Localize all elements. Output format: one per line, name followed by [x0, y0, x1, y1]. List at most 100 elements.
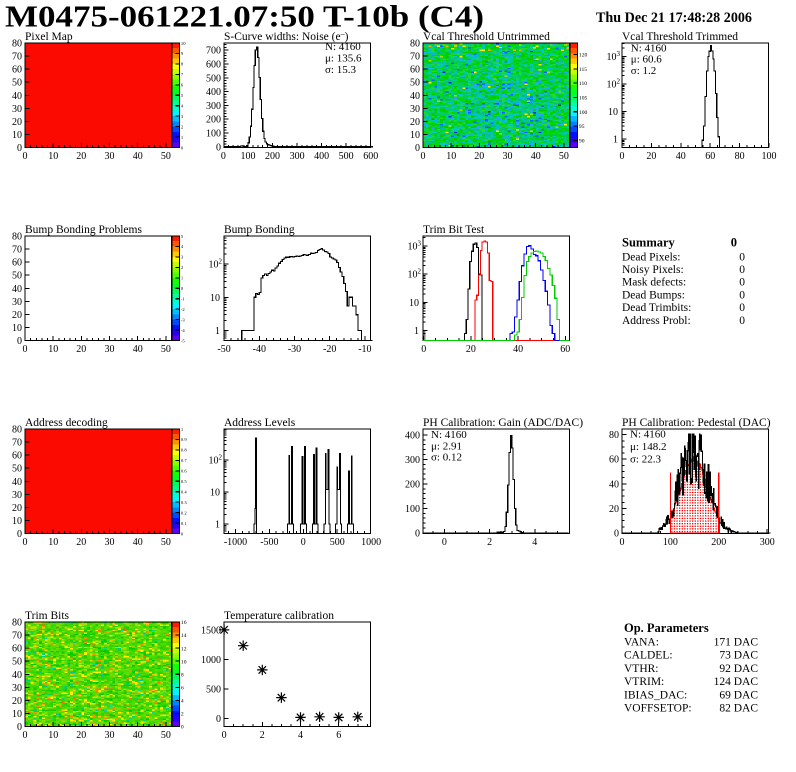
- svg-text:10: 10: [409, 298, 419, 309]
- svg-text:8: 8: [181, 672, 184, 678]
- svg-text:92 DAC: 92 DAC: [719, 663, 758, 675]
- svg-text:0: 0: [731, 236, 737, 250]
- svg-text:0: 0: [620, 537, 625, 548]
- svg-text:60: 60: [12, 65, 22, 76]
- svg-text:2: 2: [181, 124, 184, 129]
- svg-text:10: 10: [210, 488, 220, 499]
- svg-text:0: 0: [421, 151, 426, 162]
- svg-text:50: 50: [161, 344, 171, 355]
- svg-text:IBIAS_DAC:: IBIAS_DAC:: [624, 689, 687, 701]
- svg-text:0: 0: [739, 289, 745, 301]
- svg-text:110: 110: [579, 81, 587, 87]
- svg-text:50: 50: [12, 464, 22, 475]
- svg-text:σ: 22.3: σ: 22.3: [630, 453, 661, 465]
- svg-text:50: 50: [161, 730, 171, 741]
- svg-text:200: 200: [265, 151, 280, 162]
- svg-text:10: 10: [210, 293, 220, 304]
- svg-text:-500: -500: [260, 537, 278, 548]
- svg-text:0: 0: [23, 730, 28, 741]
- svg-text:30: 30: [12, 490, 22, 501]
- svg-text:6: 6: [336, 730, 341, 741]
- svg-text:40: 40: [609, 479, 619, 490]
- svg-text:60: 60: [705, 151, 715, 162]
- svg-text:μ: 135.6: μ: 135.6: [325, 53, 362, 65]
- svg-text:7: 7: [181, 72, 184, 77]
- svg-text:μ: 148.2: μ: 148.2: [630, 441, 666, 453]
- svg-text:400: 400: [405, 430, 420, 441]
- svg-text:80: 80: [12, 232, 22, 243]
- svg-text:40: 40: [12, 477, 22, 488]
- svg-text:0: 0: [181, 145, 184, 150]
- svg-text:μ: 2.91: μ: 2.91: [431, 440, 462, 452]
- svg-text:100: 100: [762, 151, 777, 162]
- svg-text:Op. Parameters: Op. Parameters: [624, 621, 709, 635]
- svg-text:20: 20: [466, 344, 476, 355]
- svg-text:5: 5: [181, 93, 184, 98]
- svg-text:8: 8: [181, 62, 184, 67]
- svg-text:300: 300: [760, 537, 775, 548]
- svg-text:VTHR:: VTHR:: [624, 663, 659, 675]
- svg-text:1000: 1000: [361, 537, 381, 548]
- svg-text:0: 0: [17, 529, 22, 540]
- svg-text:20: 20: [609, 504, 619, 515]
- svg-text:60: 60: [12, 451, 22, 462]
- svg-text:10: 10: [12, 516, 22, 527]
- svg-text:500: 500: [339, 151, 354, 162]
- svg-text:300: 300: [290, 151, 305, 162]
- svg-text:0: 0: [216, 714, 221, 725]
- svg-text:N: 4160: N: 4160: [325, 41, 361, 53]
- svg-text:20: 20: [76, 344, 86, 355]
- svg-text:1: 1: [414, 326, 419, 337]
- svg-text:30: 30: [503, 151, 513, 162]
- svg-text:16: 16: [181, 620, 187, 626]
- svg-text:0.6: 0.6: [181, 469, 187, 474]
- svg-text:20: 20: [12, 310, 22, 321]
- svg-text:40: 40: [12, 670, 22, 681]
- svg-text:0.4: 0.4: [181, 489, 187, 494]
- svg-text:VANA:: VANA:: [624, 637, 659, 649]
- svg-text:N: 4160: N: 4160: [630, 429, 666, 441]
- svg-text:6: 6: [181, 685, 184, 691]
- svg-text:Temperature calibration: Temperature calibration: [224, 610, 334, 622]
- svg-text:20: 20: [474, 151, 484, 162]
- svg-text:171 DAC: 171 DAC: [714, 637, 759, 649]
- svg-text:40: 40: [513, 344, 523, 355]
- svg-text:200: 200: [206, 115, 221, 126]
- svg-text:20: 20: [76, 730, 86, 741]
- svg-text:Address Probl:: Address Probl:: [622, 315, 691, 327]
- svg-text:0.5: 0.5: [181, 479, 187, 484]
- svg-text:-30: -30: [288, 344, 301, 355]
- svg-text:σ: 1.2: σ: 1.2: [631, 65, 657, 77]
- svg-text:60: 60: [12, 644, 22, 655]
- svg-text:0: 0: [17, 722, 22, 733]
- svg-text:M0475-061221.07:50 T-10b (C4): M0475-061221.07:50 T-10b (C4): [5, 0, 484, 34]
- svg-text:124 DAC: 124 DAC: [714, 676, 759, 688]
- svg-text:600: 600: [206, 60, 221, 71]
- svg-text:40: 40: [676, 151, 686, 162]
- svg-text:90: 90: [579, 139, 585, 145]
- svg-text:Summary: Summary: [622, 236, 676, 250]
- svg-text:1: 1: [215, 520, 220, 531]
- svg-text:12: 12: [181, 646, 187, 652]
- svg-text:100: 100: [206, 129, 221, 140]
- svg-text:10: 10: [48, 151, 58, 162]
- svg-text:0: 0: [739, 264, 745, 276]
- svg-text:4: 4: [181, 103, 184, 108]
- svg-text:2: 2: [181, 265, 184, 270]
- svg-text:-1000: -1000: [224, 537, 247, 548]
- svg-text:0: 0: [739, 302, 745, 314]
- svg-text:40: 40: [133, 151, 143, 162]
- svg-text:Address Levels: Address Levels: [224, 417, 296, 429]
- svg-text:70: 70: [410, 52, 420, 63]
- svg-text:-2: -2: [181, 307, 186, 312]
- svg-text:20: 20: [12, 503, 22, 514]
- svg-text:Vcal Threshold Untrimmed: Vcal Threshold Untrimmed: [423, 31, 550, 43]
- svg-text:0.1: 0.1: [181, 521, 187, 526]
- svg-text:100: 100: [663, 537, 678, 548]
- svg-text:40: 40: [410, 91, 420, 102]
- svg-text:20: 20: [76, 537, 86, 548]
- svg-text:70: 70: [12, 438, 22, 449]
- svg-text:0: 0: [301, 537, 306, 548]
- svg-text:80: 80: [410, 39, 420, 50]
- svg-text:0.8: 0.8: [181, 448, 187, 453]
